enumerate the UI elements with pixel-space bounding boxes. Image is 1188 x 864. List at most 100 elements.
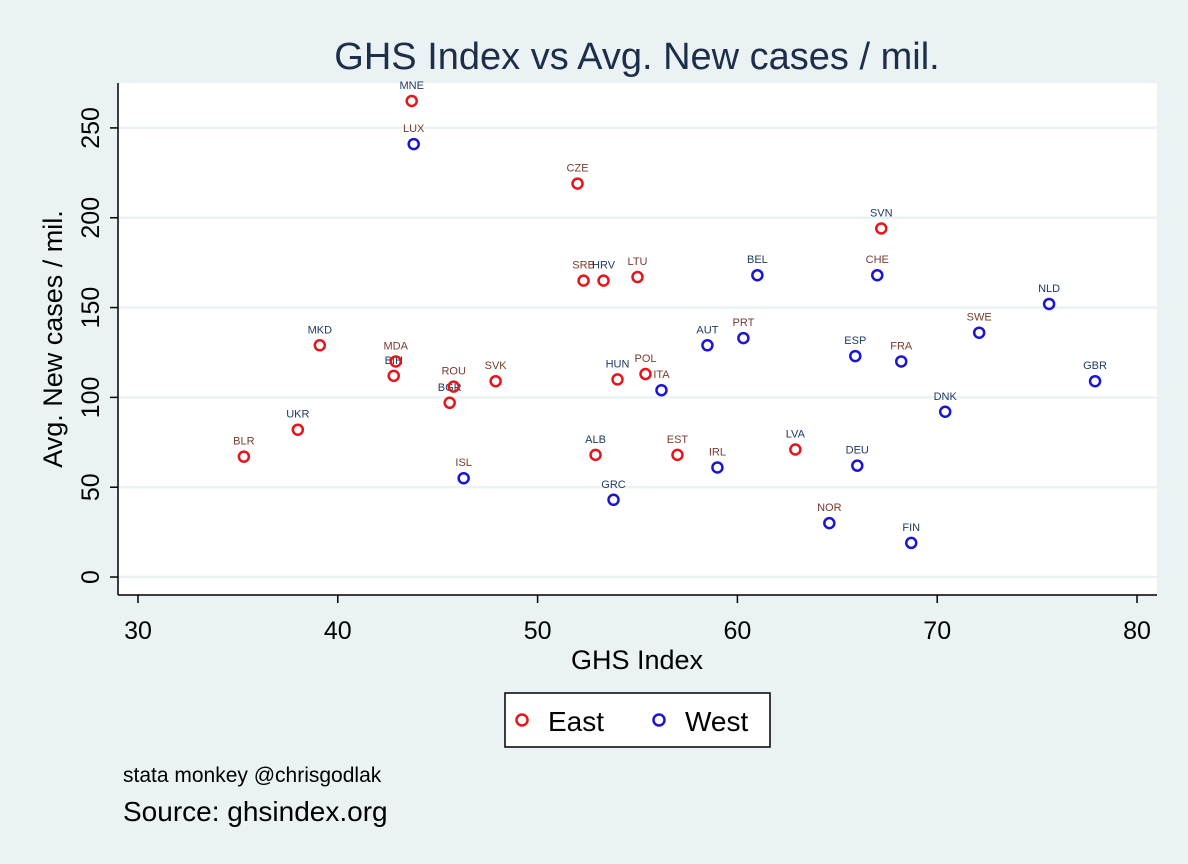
grid-lines bbox=[118, 126, 1157, 579]
point-label-mne: MNE bbox=[399, 80, 423, 92]
point-label-hrv: HRV bbox=[592, 260, 616, 272]
x-tick-label: 40 bbox=[324, 617, 352, 645]
plot-area bbox=[118, 83, 1157, 595]
y-tick-label: 250 bbox=[77, 107, 105, 149]
data-point-lux bbox=[407, 137, 420, 151]
x-tick-label: 80 bbox=[1123, 617, 1151, 645]
data-point-deu bbox=[851, 459, 864, 472]
y-tick-label: 100 bbox=[77, 377, 105, 419]
data-point-hun bbox=[611, 373, 624, 386]
x-tick-label: 60 bbox=[723, 617, 751, 645]
point-label-cze: CZE bbox=[567, 163, 589, 175]
point-label-swe: SWE bbox=[967, 312, 992, 324]
point-label-hun: HUN bbox=[606, 358, 630, 370]
point-label-bel: BEL bbox=[747, 254, 768, 266]
data-point-irl bbox=[711, 461, 724, 474]
data-point-aut bbox=[701, 339, 714, 352]
point-label-ukr: UKR bbox=[286, 409, 309, 421]
point-label-fra: FRA bbox=[890, 340, 913, 352]
point-label-alb: ALB bbox=[585, 434, 606, 446]
point-label-deu: DEU bbox=[846, 445, 869, 457]
data-point-pol bbox=[639, 367, 652, 381]
point-label-grc: GRC bbox=[601, 479, 626, 491]
data-point-bgr bbox=[443, 396, 456, 410]
point-label-che: CHE bbox=[866, 254, 889, 266]
x-tick-label: 50 bbox=[524, 617, 552, 645]
data-point-blr bbox=[237, 450, 251, 463]
point-label-pol: POL bbox=[634, 353, 656, 365]
legend: East West bbox=[504, 692, 771, 748]
data-point-bih bbox=[387, 369, 400, 383]
y-axis-label: Avg. New cases / mil. bbox=[38, 210, 68, 468]
data-point-bel bbox=[751, 268, 764, 282]
legend-marker-east bbox=[515, 713, 529, 727]
data-point-esp bbox=[849, 349, 862, 363]
y-tick-label: 200 bbox=[77, 197, 105, 239]
point-label-prt: PRT bbox=[732, 317, 754, 329]
y-tick-label: 150 bbox=[77, 287, 105, 329]
data-point-mkd bbox=[313, 339, 327, 352]
point-label-nld: NLD bbox=[1038, 283, 1060, 295]
legend-label-west: West bbox=[685, 706, 748, 737]
axis-ticks: 0 50 100 150 200 250 30 40 50 60 70 80 bbox=[77, 107, 1151, 645]
point-label-nor: NOR bbox=[817, 502, 842, 514]
point-label-svn: SVN bbox=[870, 208, 893, 220]
x-tick-label: 70 bbox=[923, 617, 951, 645]
x-axis-label: GHS Index bbox=[571, 645, 704, 675]
data-point-prt bbox=[737, 331, 750, 345]
data-point-srb bbox=[577, 274, 590, 287]
data-point-est bbox=[671, 448, 684, 462]
point-label-est: EST bbox=[667, 434, 689, 446]
data-point-mne bbox=[405, 94, 418, 108]
point-label-ltu: LTU bbox=[628, 256, 648, 268]
data-point-grc bbox=[607, 493, 620, 507]
data-point-cze bbox=[571, 177, 584, 190]
y-tick-label: 50 bbox=[77, 473, 105, 501]
x-tick-label: 30 bbox=[124, 617, 152, 645]
data-point-ukr bbox=[291, 423, 305, 436]
data-point-ltu bbox=[631, 270, 644, 284]
point-label-lva: LVA bbox=[786, 428, 806, 440]
legend-box bbox=[504, 692, 771, 748]
data-point-hrv bbox=[597, 274, 610, 287]
source-note: Source: ghsindex.org bbox=[123, 796, 388, 827]
chart-title: GHS Index vs Avg. New cases / mil. bbox=[334, 36, 939, 78]
point-label-aut: AUT bbox=[696, 324, 718, 336]
data-point-lva bbox=[789, 443, 802, 456]
point-label-esp: ESP bbox=[844, 335, 866, 347]
data-point-nor bbox=[823, 516, 836, 530]
point-label-blr: BLR bbox=[233, 436, 254, 448]
data-point-ita bbox=[655, 383, 668, 397]
point-label-irl: IRL bbox=[709, 446, 726, 458]
data-point-swe bbox=[972, 326, 986, 339]
data-point-che bbox=[871, 268, 884, 282]
data-points bbox=[237, 94, 1102, 550]
point-label-gbr: GBR bbox=[1083, 360, 1107, 372]
point-label-dnk: DNK bbox=[934, 391, 958, 403]
data-point-gbr bbox=[1088, 374, 1102, 388]
point-label-mkd: MKD bbox=[308, 324, 333, 336]
data-point-fin bbox=[904, 536, 918, 550]
legend-marker-west bbox=[652, 713, 666, 727]
point-label-srb: SRB bbox=[572, 260, 595, 272]
data-point-rou bbox=[447, 380, 460, 393]
point-label-rou: ROU bbox=[441, 366, 466, 378]
data-point-mda bbox=[389, 355, 402, 368]
data-point-fra bbox=[894, 355, 908, 368]
point-label-fin: FIN bbox=[902, 522, 920, 534]
data-point-svn bbox=[875, 222, 888, 235]
credit-note: stata monkey @chrisgodlak bbox=[123, 764, 382, 787]
point-label-isl: ISL bbox=[455, 457, 472, 469]
legend-label-east: East bbox=[548, 706, 604, 737]
data-point-dnk bbox=[938, 405, 952, 419]
point-label-svk: SVK bbox=[485, 360, 508, 372]
point-label-ita: ITA bbox=[653, 369, 670, 381]
data-point-svk bbox=[489, 374, 502, 388]
point-label-mda: MDA bbox=[384, 340, 409, 352]
data-point-isl bbox=[457, 471, 470, 485]
y-tick-label: 0 bbox=[77, 570, 105, 584]
data-point-nld bbox=[1042, 297, 1056, 311]
